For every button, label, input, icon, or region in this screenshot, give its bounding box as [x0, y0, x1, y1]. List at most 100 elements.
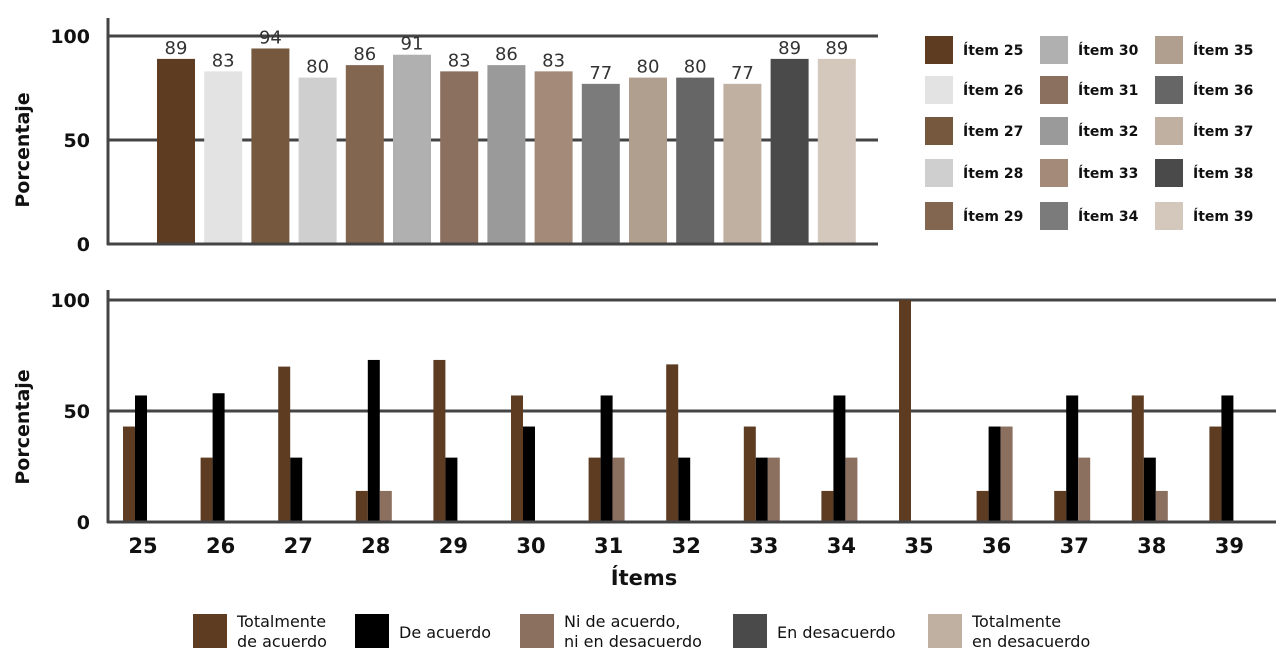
bottom-bar	[833, 395, 846, 522]
bottom-bar	[1155, 490, 1168, 522]
top-legend-label: Ítem 39	[1193, 208, 1253, 225]
bottom-bar	[976, 490, 989, 522]
bottom-bar	[1143, 457, 1156, 522]
bottom-bar	[123, 426, 135, 522]
top-bars	[157, 48, 856, 245]
bottom-x-tick-label: 32	[672, 534, 701, 558]
top-legend-label: Ítem 36	[1193, 82, 1253, 99]
bottom-x-tick-label: 27	[284, 534, 313, 558]
top-chart: 89 83 94 80 86 91 83 86 83 77 80 80 77 89 89 0 50 100 Po…	[12, 18, 1253, 256]
bottom-bar	[588, 457, 601, 522]
top-legend-label: Ítem 29	[963, 208, 1023, 225]
bottom-bar	[1000, 426, 1013, 522]
top-y-axis-title: Porcentaje	[12, 92, 34, 207]
bottom-bar	[511, 395, 523, 522]
bottom-bar	[767, 457, 780, 522]
top-bar	[817, 58, 856, 244]
bottom-bar	[135, 395, 147, 522]
bottom-bar	[355, 490, 368, 522]
top-legend-label: Ítem 31	[1078, 82, 1138, 99]
bottom-bar	[1066, 395, 1079, 522]
bottom-axes	[106, 290, 1276, 524]
top-y-tick-label: 0	[77, 234, 90, 256]
bottom-y-axis-title: Porcentaje	[12, 369, 34, 484]
top-legend-swatch	[925, 159, 953, 187]
bottom-bar	[845, 457, 858, 522]
top-data-label: 83	[448, 50, 471, 71]
top-legend-label: Ítem 32	[1078, 123, 1138, 140]
bottom-bar	[523, 426, 535, 522]
bottom-legend-swatch	[733, 614, 767, 648]
bottom-x-tick-label: 37	[1060, 534, 1089, 558]
top-data-label: 91	[401, 34, 424, 55]
bottom-bar	[278, 366, 291, 522]
top-bar	[487, 65, 526, 245]
top-legend-swatch	[1040, 202, 1068, 230]
top-data-label: 83	[212, 50, 235, 71]
top-legend-label: Ítem 25	[963, 42, 1023, 59]
bottom-x-tick-label: 34	[827, 534, 856, 558]
bottom-legend-label: Totalmente	[971, 612, 1061, 631]
bottom-bar	[612, 457, 625, 522]
bottom-legend-label: Ni de acuerdo,	[564, 612, 681, 631]
top-data-label: 94	[259, 27, 282, 48]
bottom-chart: 0 50 100 25 26 27 28 29 30 31 32 33 34 35 36 37 38 39 Po…	[12, 290, 1276, 651]
top-legend-swatch	[1155, 76, 1183, 104]
top-data-label: 77	[589, 63, 612, 84]
top-legend-label: Ítem 37	[1193, 123, 1253, 140]
bottom-bar	[1054, 490, 1067, 522]
bottom-x-axis-title: Ítems	[611, 565, 677, 590]
bottom-x-tick-label: 31	[594, 534, 623, 558]
top-legend-label: Ítem 34	[1078, 208, 1139, 225]
top-bar	[676, 77, 715, 244]
bottom-gridlines	[108, 298, 1276, 413]
top-bar	[204, 71, 243, 244]
top-bar	[581, 83, 620, 244]
bottom-legend-swatch	[520, 614, 554, 648]
bottom-x-tick-label: 30	[516, 534, 545, 558]
bottom-bar	[1131, 395, 1144, 522]
bottom-x-tick-label: 33	[749, 534, 778, 558]
top-legend-swatch	[925, 36, 953, 64]
top-legend-swatch	[925, 117, 953, 145]
bottom-legend-label: En desacuerdo	[777, 623, 896, 642]
top-bar	[629, 77, 667, 244]
top-bar	[534, 71, 573, 244]
top-legend-swatch	[1040, 159, 1068, 187]
bottom-legend-label: de acuerdo	[237, 632, 327, 651]
bottom-legend-label: Totalmente	[236, 612, 326, 631]
bottom-bar	[666, 364, 679, 522]
bottom-bar	[755, 457, 768, 522]
bottom-legend-label: ni en desacuerdo	[564, 632, 702, 651]
top-bar	[440, 71, 479, 244]
top-bar	[251, 48, 290, 245]
top-data-label: 80	[637, 57, 660, 78]
top-bar	[157, 58, 195, 244]
top-legend-swatch	[1155, 159, 1183, 187]
bottom-bar	[678, 457, 691, 522]
top-data-label: 80	[306, 57, 329, 78]
bottom-x-tick-label: 29	[439, 534, 468, 558]
bottom-x-tick-label: 26	[206, 534, 235, 558]
top-legend: Ítem 25 Ítem 26 Ítem 27 Ítem 28 Ítem 29 Ítem …	[925, 36, 1253, 230]
top-data-labels: 89 83 94 80 86 91 83 86 83 77 80 80 77 89 89	[165, 27, 849, 83]
top-data-label: 80	[684, 57, 707, 78]
bottom-y-tick-label: 100	[50, 290, 90, 312]
top-data-label: 86	[353, 44, 376, 65]
bottom-x-tick-label: 35	[904, 534, 933, 558]
bottom-bar	[445, 457, 458, 522]
bottom-bars	[123, 300, 1234, 522]
top-data-label: 77	[731, 63, 754, 84]
bottom-bar	[200, 457, 213, 522]
top-bar	[770, 58, 809, 244]
top-legend-label: Ítem 38	[1193, 165, 1253, 182]
bottom-bar	[433, 359, 446, 522]
top-y-tick-label: 100	[50, 26, 90, 48]
bottom-y-tick-label: 50	[64, 401, 90, 423]
bottom-legend-swatch	[193, 614, 227, 648]
bottom-bar	[379, 490, 392, 522]
bottom-x-tick-label: 36	[982, 534, 1011, 558]
bottom-bar	[1209, 426, 1222, 522]
